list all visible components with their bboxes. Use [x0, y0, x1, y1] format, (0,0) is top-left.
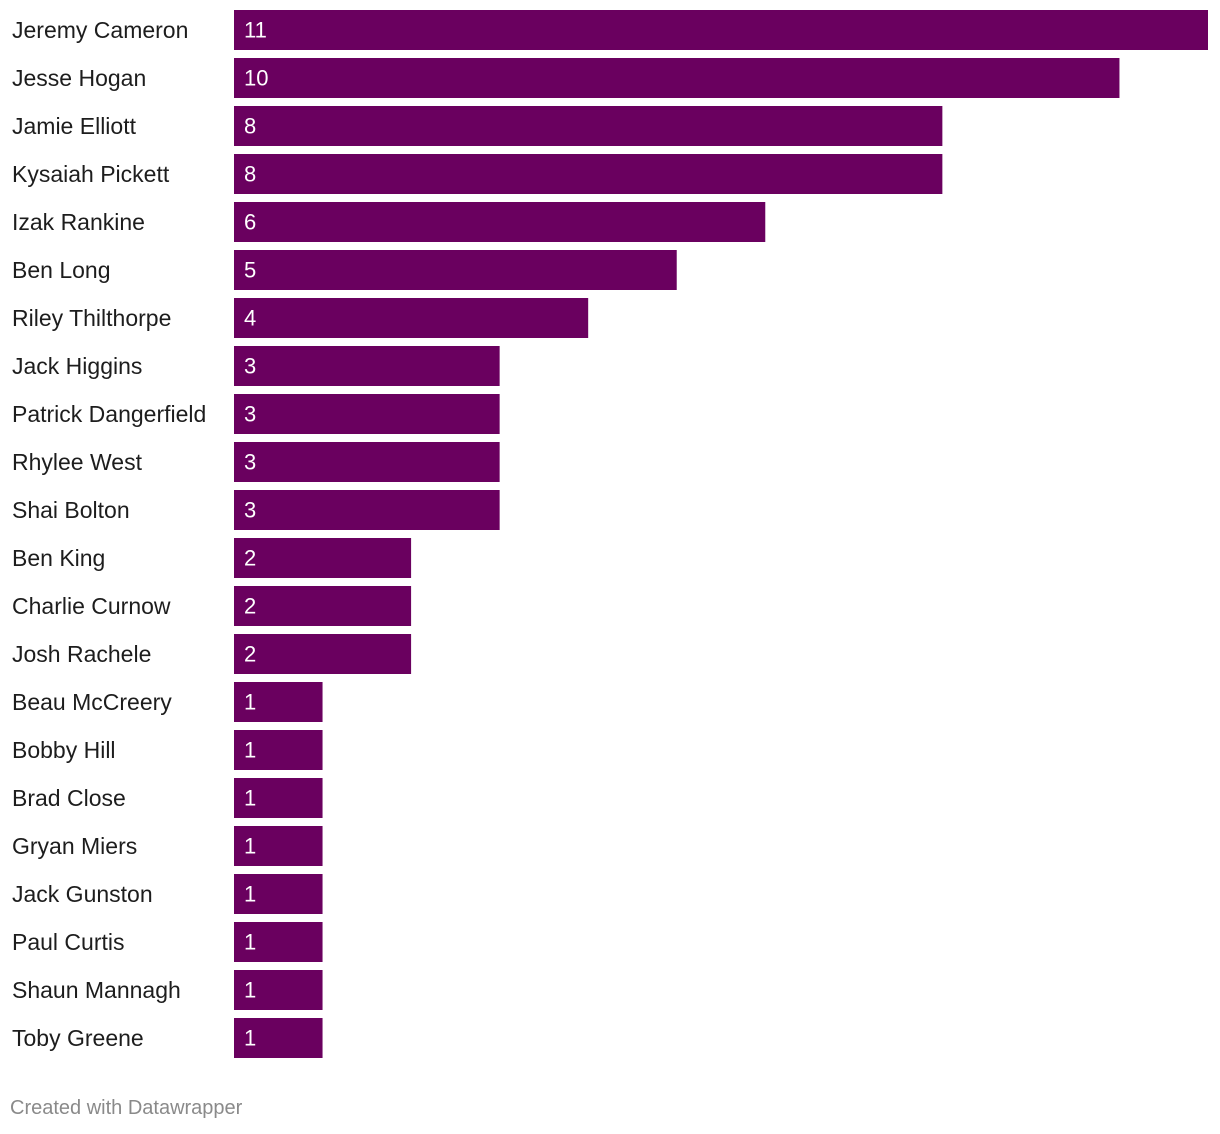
bar-value-label: 11 — [244, 18, 267, 43]
bar — [234, 1018, 323, 1058]
bar — [234, 442, 500, 482]
bar-value-label: 10 — [244, 66, 268, 91]
bar-value-label: 1 — [244, 978, 256, 1003]
bar — [234, 874, 323, 914]
category-label: Josh Rachele — [12, 641, 151, 667]
bar — [234, 346, 500, 386]
category-label: Beau McCreery — [12, 689, 172, 715]
category-label: Shai Bolton — [12, 497, 130, 523]
bar — [234, 730, 323, 770]
bar-value-label: 8 — [244, 162, 256, 187]
category-label: Jack Gunston — [12, 881, 153, 907]
bar — [234, 58, 1120, 98]
bar — [234, 298, 589, 338]
bar — [234, 154, 943, 194]
category-label: Brad Close — [12, 785, 126, 811]
bar — [234, 490, 500, 530]
bar-value-label: 2 — [244, 594, 256, 619]
category-label: Bobby Hill — [12, 737, 116, 763]
bar-value-label: 4 — [244, 306, 256, 331]
category-label: Riley Thilthorpe — [12, 305, 171, 331]
category-label: Izak Rankine — [12, 209, 145, 235]
bar — [234, 826, 323, 866]
bar-value-label: 8 — [244, 114, 256, 139]
bar — [234, 394, 500, 434]
bar-value-label: 3 — [244, 354, 256, 379]
bar — [234, 250, 677, 290]
bar — [234, 106, 943, 146]
bar — [234, 778, 323, 818]
bar-value-label: 5 — [244, 258, 256, 283]
category-label: Kysaiah Pickett — [12, 161, 170, 187]
bar — [234, 586, 412, 626]
bar-value-label: 1 — [244, 1026, 256, 1051]
category-label: Charlie Curnow — [12, 593, 171, 619]
category-label: Ben Long — [12, 257, 110, 283]
category-label: Jeremy Cameron — [12, 17, 188, 43]
bar-value-label: 1 — [244, 834, 256, 859]
category-label: Rhylee West — [12, 449, 143, 475]
category-label: Jesse Hogan — [12, 65, 146, 91]
bar-value-label: 3 — [244, 450, 256, 475]
footer-credit: Created with Datawrapper — [10, 1097, 243, 1119]
category-label: Paul Curtis — [12, 929, 124, 955]
bar — [234, 10, 1208, 50]
bar-value-label: 6 — [244, 210, 256, 235]
bar — [234, 970, 323, 1010]
category-label: Jamie Elliott — [12, 113, 137, 139]
bar-value-label: 2 — [244, 546, 256, 571]
bar-value-label: 1 — [244, 930, 256, 955]
bar-value-label: 1 — [244, 786, 256, 811]
bar-value-label: 3 — [244, 402, 256, 427]
bar — [234, 634, 412, 674]
category-label: Patrick Dangerfield — [12, 401, 206, 427]
bar — [234, 682, 323, 722]
bar-value-label: 1 — [244, 738, 256, 763]
bar-value-label: 2 — [244, 642, 256, 667]
category-label: Toby Greene — [12, 1025, 144, 1051]
category-label: Ben King — [12, 545, 105, 571]
bar-value-label: 1 — [244, 882, 256, 907]
bar — [234, 202, 766, 242]
bar-value-label: 1 — [244, 690, 256, 715]
bar — [234, 922, 323, 962]
category-label: Shaun Mannagh — [12, 977, 181, 1003]
category-label: Jack Higgins — [12, 353, 142, 379]
bar-value-label: 3 — [244, 498, 256, 523]
category-label: Gryan Miers — [12, 833, 137, 859]
bar — [234, 538, 412, 578]
